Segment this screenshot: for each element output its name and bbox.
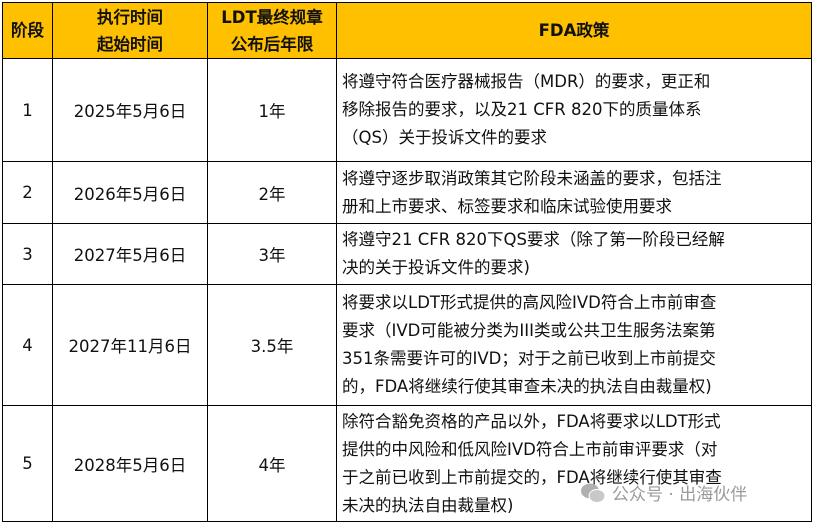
wechat-icon [581, 483, 606, 503]
header-deadline-line: LDT最终规章 [221, 7, 323, 27]
cell-start: 2027年11月6日 [52, 284, 208, 406]
watermark-text: 公众号 · 出海伙伴 [612, 485, 748, 505]
watermark: 公众号 · 出海伙伴 [580, 480, 747, 505]
cell-stage: 3 [2, 223, 53, 285]
policy-line: 于之前已收到上市前提交的，FDA将继续行使其审查 [342, 467, 722, 487]
cell-start: 2027年5月6日 [52, 223, 208, 285]
table-header-row: 阶段 执行时间起始时间 LDT最终规章 公布后年限 FDA政策 [2, 2, 812, 59]
policy-line: 351条需要许可的IVD；对于之前已收到上市前提交 [342, 349, 716, 368]
policy-line: 将遵守符合医疗器械报告（MDR）的要求，更正和 [342, 72, 711, 91]
header-policy: FDA政策 [336, 2, 812, 59]
policy-line: 决的关于投诉文件的要求) [342, 258, 530, 277]
cell-stage: 4 [2, 284, 53, 406]
table-row: 4 2027年11月6日 3.5年 将要求以LDT形式提供的高风险IVD符合上市… [2, 284, 812, 406]
policy-line: 移除报告的要求，以及21 CFR 820下的质量体系 [342, 100, 702, 119]
policy-line: 将要求以LDT形式提供的高风险IVD符合上市前审查 [342, 293, 717, 312]
header-start-line: 起始时间 [97, 34, 163, 54]
policy-line: 未决的执法自由裁量权) [342, 495, 514, 515]
policy-line: 提供的中风险和低风险IVD符合上市前审评要求（对 [342, 439, 718, 459]
cell-start: 2025年5月6日 [52, 58, 208, 162]
table-row: 5 2028年5月6日 4年 除符合豁免资格的产品以外，FDA将要求以LDT形式… [2, 405, 812, 522]
table-row: 1 2025年5月6日 1年 将遵守符合医疗器械报告（MDR）的要求，更正和 移除… [2, 58, 812, 162]
policy-line: （QS）关于投诉文件的要求 [342, 128, 547, 147]
header-deadline: LDT最终规章 公布后年限 [207, 2, 337, 59]
header-start-line: 执行时间 [97, 7, 163, 27]
cell-deadline: 2年 [207, 161, 337, 224]
header-start: 执行时间 起始时间 [52, 2, 208, 59]
cell-deadline: 1年 [207, 58, 337, 162]
cell-policy: 将遵守21 CFR 820下QS要求（除了第一阶段已经解 决的关于投诉文件的要求) [336, 223, 812, 285]
table-row: 2 2026年5月6日 2年 将遵守逐步取消政策其它阶段未涵盖的要求，包括注 册和… [2, 161, 812, 224]
cell-start: 2028年5月6日 [52, 405, 208, 522]
cell-policy: 将遵守符合医疗器械报告（MDR）的要求，更正和 移除报告的要求，以及21 CFR … [336, 58, 812, 162]
cell-start: 2026年5月6日 [52, 161, 208, 224]
cell-deadline: 3.5年 [207, 284, 337, 406]
policy-line: 册和上市要求、标签要求和临床试验使用要求 [342, 196, 672, 216]
cell-policy: 除符合豁免资格的产品以外，FDA将要求以LDT形式 提供的中风险和低风险IVD符合… [336, 405, 812, 522]
policy-line: 将遵守21 CFR 820下QS要求（除了第一阶段已经解 [342, 230, 725, 249]
cell-stage: 5 [2, 405, 53, 522]
cell-policy: 将要求以LDT形式提供的高风险IVD符合上市前审查 要求（IVD可能被分类为III… [336, 284, 812, 406]
cell-deadline: 4年 [207, 405, 337, 522]
cell-stage: 2 [2, 161, 53, 224]
policy-line: 要求（IVD可能被分类为III类或公共卫生服务法案第 [342, 321, 716, 340]
policy-line: 的，FDA将继续行使其审查未决的执法自由裁量权) [342, 377, 712, 396]
policy-line: 除符合豁免资格的产品以外，FDA将要求以LDT形式 [342, 411, 721, 431]
cell-deadline: 3年 [207, 223, 337, 285]
header-deadline-line: 公布后年限 [230, 34, 314, 54]
policy-line: 将遵守逐步取消政策其它阶段未涵盖的要求，包括注 [342, 168, 722, 188]
cell-stage: 1 [2, 58, 53, 162]
cell-policy: 将遵守逐步取消政策其它阶段未涵盖的要求，包括注 册和上市要求、标签要求和临床试验使… [336, 161, 812, 224]
header-stage: 阶段 [2, 2, 53, 59]
table-row: 3 2027年5月6日 3年 将遵守21 CFR 820下QS要求（除了第一阶段… [2, 223, 812, 285]
